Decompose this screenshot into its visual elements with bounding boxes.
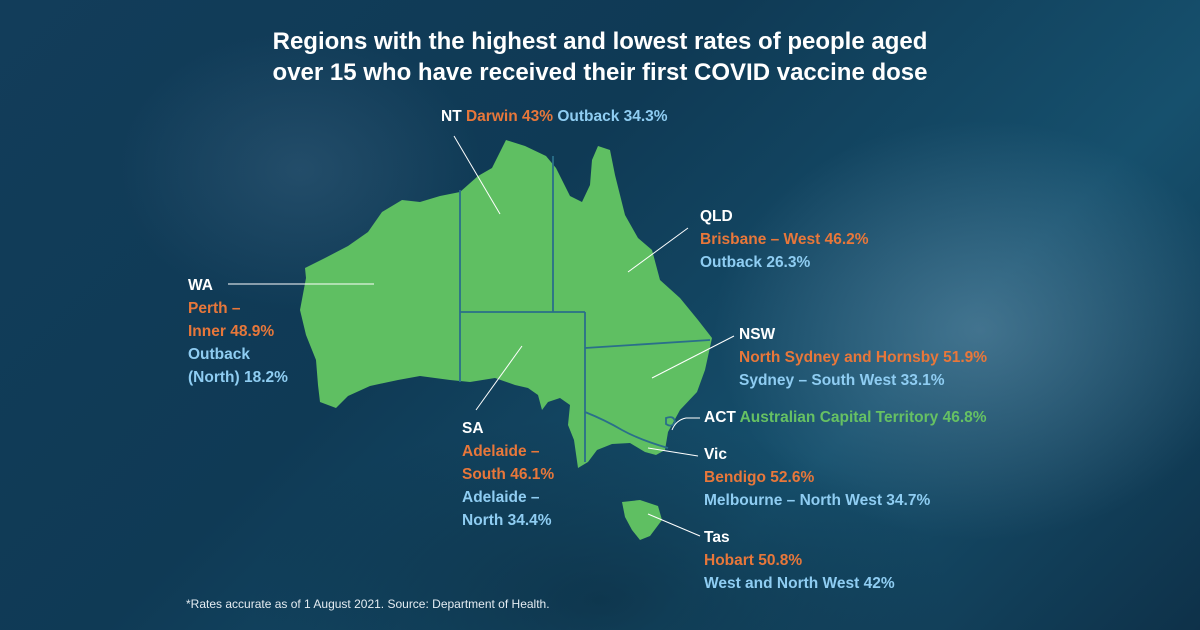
page-title: Regions with the highest and lowest rate… xyxy=(200,26,1000,88)
wa-highest-line-2: Inner 48.9% xyxy=(188,323,275,340)
nsw-label: NSW North Sydney and Hornsby 51.9% Sydne… xyxy=(739,323,987,392)
qld-label: QLD Brisbane – West 46.2% Outback 26.3% xyxy=(700,205,869,274)
nt-leader-line xyxy=(453,135,501,215)
sa-lowest-line-1: Adelaide – xyxy=(462,489,540,506)
tasmania-shape xyxy=(622,500,662,540)
title-line-2: over 15 who have received their first CO… xyxy=(272,59,928,86)
nt-label: NT Darwin 43% Outback 34.3% xyxy=(441,105,668,128)
nt-highest: Darwin 43% xyxy=(465,108,553,125)
nsw-vic-border xyxy=(584,411,669,449)
nsw-highest: North Sydney and Hornsby 51.9% xyxy=(739,349,988,366)
wa-highest-line-1: Perth – xyxy=(188,300,241,317)
tas-highest: Hobart 50.8% xyxy=(704,552,803,569)
act-state-name: ACT xyxy=(704,409,736,426)
title-line-1: Regions with the highest and lowest rate… xyxy=(272,28,928,55)
vic-highest: Bendigo 52.6% xyxy=(704,469,815,486)
tas-lowest: West and North West 42% xyxy=(704,575,895,592)
qld-lowest: Outback 26.3% xyxy=(700,254,811,271)
wa-label: WA Perth – Inner 48.9% Outback (North) 1… xyxy=(188,274,288,389)
vic-lowest: Melbourne – North West 34.7% xyxy=(704,492,931,509)
vic-leader-line xyxy=(647,447,699,457)
tas-state-name: Tas xyxy=(704,529,730,546)
vic-state-name: Vic xyxy=(704,446,727,463)
footnote: *Rates accurate as of 1 August 2021. Sou… xyxy=(186,597,550,611)
nt-lowest: Outback 34.3% xyxy=(557,108,668,125)
nt-state-name: NT xyxy=(441,108,462,125)
tas-label: Tas Hobart 50.8% West and North West 42% xyxy=(704,526,895,595)
qld-leader-line xyxy=(627,227,689,273)
qld-nsw-border xyxy=(584,339,711,349)
sa-lowest-line-2: North 34.4% xyxy=(462,512,552,529)
wa-lowest-line-2: (North) 18.2% xyxy=(188,369,288,386)
act-region: Australian Capital Territory 46.8% xyxy=(739,409,987,426)
wa-lowest-line-1: Outback xyxy=(188,346,251,363)
qld-state-name: QLD xyxy=(700,208,733,225)
act-leader-line xyxy=(671,417,700,431)
nsw-state-name: NSW xyxy=(739,326,776,343)
nsw-lowest: Sydney – South West 33.1% xyxy=(739,372,945,389)
sa-highest-line-1: Adelaide – xyxy=(462,443,540,460)
sa-state-name: SA xyxy=(462,420,484,437)
tas-leader-line xyxy=(647,513,701,537)
mainland-shape xyxy=(300,140,712,468)
qld-highest: Brisbane – West 46.2% xyxy=(700,231,869,248)
sa-highest-line-2: South 46.1% xyxy=(462,466,555,483)
vic-label: Vic Bendigo 52.6% Melbourne – North West… xyxy=(704,443,930,512)
act-label: ACT Australian Capital Territory 46.8% xyxy=(704,406,987,429)
wa-state-name: WA xyxy=(188,277,213,294)
sa-label: SA Adelaide – South 46.1% Adelaide – Nor… xyxy=(462,417,554,532)
nsw-leader-line xyxy=(651,335,735,379)
act-border xyxy=(665,416,676,427)
sa-leader-line xyxy=(475,345,523,411)
